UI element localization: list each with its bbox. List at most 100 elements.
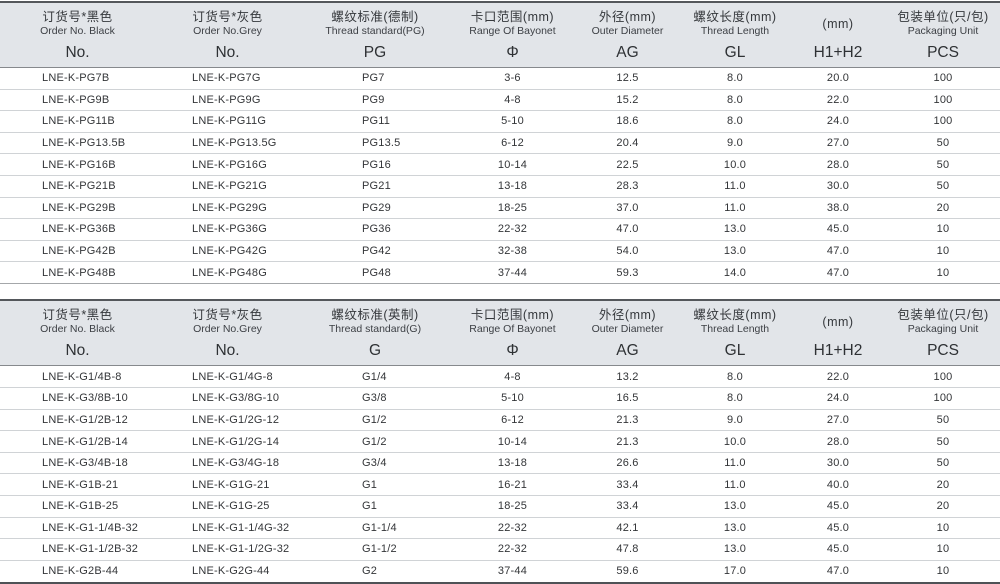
column-label-en: Thread standard(G)	[328, 323, 422, 336]
table-cell: 47.0	[790, 240, 886, 263]
table-cell: LNE-K-PG7G	[155, 67, 300, 90]
column-label-en: Outer Diameter	[591, 323, 664, 336]
table-cell: LNE-K-G3/8B-10	[0, 387, 155, 410]
table-cell: 10	[936, 266, 950, 279]
table-cell: 37-44	[497, 565, 528, 578]
column-header: 包装单位(只/包) Packaging Unit PCS	[886, 301, 1000, 367]
table-row: LNE-K-PG29B LNE-K-PG29G PG29 18-25 37.0 11.0 3…	[0, 197, 1000, 220]
column-code: Φ	[506, 44, 519, 61]
table-cell: 100	[886, 387, 1000, 410]
table-cell: LNE-K-G1/2G-14	[155, 430, 300, 453]
column-header: 外径(mm) Outer Diameter AG	[575, 301, 680, 367]
table-cell: 6-12	[450, 132, 575, 155]
table-cell: 26.6	[575, 452, 680, 475]
table-header: 订货号*黑色 Order No. Black No. 订货号*灰色 Order No.G…	[0, 301, 1000, 367]
column-label-en: Range Of Bayonet	[469, 323, 556, 336]
spec-table-grid: 订货号*黑色 Order No. Black No. 订货号*灰色 Order No.G…	[0, 3, 1000, 283]
column-label-zh: 螺纹标准(德制)	[331, 10, 419, 24]
table-cell: PG11	[300, 110, 450, 133]
table-cell: 18-25	[450, 197, 575, 220]
column-label-zh: 卡口范围(mm)	[470, 308, 555, 323]
table-cell: LNE-K-G2B-44	[42, 565, 119, 578]
table-cell: LNE-K-G1-1/2B-32	[0, 538, 155, 561]
table-cell: 24.0	[790, 387, 886, 410]
table-cell: PG21	[300, 175, 450, 198]
table-cell: 13.2	[575, 365, 680, 389]
table-cell: 54.0	[575, 240, 680, 263]
table-cell: 50	[886, 132, 1000, 155]
table-cell: 6-12	[450, 409, 575, 432]
table-cell: G1	[300, 495, 450, 518]
table-cell: 9.0	[680, 409, 790, 432]
column-header: 外径(mm) Outer Diameter AG	[575, 3, 680, 68]
table-cell: 10	[886, 218, 1000, 241]
column-header-labels: 卡口范围(mm) Range Of Bayonet	[450, 307, 575, 337]
table-body: LNE-K-G1/4B-8 LNE-K-G1/4G-8 G1/4 4-8 13.2 8.0…	[0, 365, 1000, 582]
table-cell: LNE-K-G1G-21	[155, 473, 300, 496]
column-code: Φ	[506, 342, 519, 360]
table-cell: 10	[886, 240, 1000, 263]
column-label-en: Packaging Unit	[907, 323, 979, 336]
table-cell: LNE-K-PG7B	[0, 67, 155, 90]
table-cell: 13.0	[680, 240, 790, 263]
table-cell: 45.0	[790, 218, 886, 241]
column-label-zh: 螺纹长度(mm)	[693, 10, 777, 24]
table-cell: 10	[886, 517, 1000, 540]
table-cell: 45.0	[790, 495, 886, 518]
table-cell: 100	[886, 365, 1000, 389]
column-header: (mm) H1+H2	[790, 3, 886, 68]
table-cell: 20.0	[790, 67, 886, 90]
table-cell: LNE-K-G1B-21	[0, 473, 155, 496]
table-row: LNE-K-G1/2B-12 LNE-K-G1/2G-12 G1/2 6-12 21.3…	[0, 409, 1000, 432]
column-header: 订货号*黑色 Order No. Black No.	[0, 3, 155, 68]
table-cell: 13.0	[680, 218, 790, 241]
table-cell: 22-32	[450, 218, 575, 241]
column-header: (mm) H1+H2	[790, 301, 886, 367]
table-cell: G1/2	[300, 430, 450, 453]
table-cell: 4-8	[450, 365, 575, 389]
table-cell: LNE-K-PG21G	[155, 175, 300, 198]
table-cell: 59.6	[616, 565, 639, 578]
table-cell: 100	[886, 89, 1000, 112]
table-cell: 20	[886, 495, 1000, 518]
table-cell: 13.0	[680, 495, 790, 518]
table-cell: LNE-K-G1B-25	[0, 495, 155, 518]
table-cell: 11.0	[680, 175, 790, 198]
table-cell: LNE-K-G1-1/4B-32	[0, 517, 155, 540]
column-header-labels: 螺纹长度(mm) Thread Length	[680, 9, 790, 39]
column-code: G	[368, 342, 382, 360]
column-header: 订货号*黑色 Order No. Black No.	[0, 301, 155, 367]
column-label-zh: 订货号*灰色	[192, 308, 263, 323]
table-row: LNE-K-PG42B LNE-K-PG42G PG42 32-38 54.0 13.0 4…	[0, 240, 1000, 263]
table-cell: 10.0	[680, 153, 790, 176]
column-header: 螺纹长度(mm) Thread Length GL	[680, 301, 790, 367]
table-row: LNE-K-PG48B LNE-K-PG48G PG48 37-44 59.3 14.0 4…	[0, 262, 1000, 284]
table-cell: G3/4	[300, 452, 450, 475]
table-cell: LNE-K-G1-1/4G-32	[155, 517, 300, 540]
table-cell: LNE-K-PG36B	[0, 218, 155, 241]
table-cell: 22.0	[790, 365, 886, 389]
table-row: LNE-K-PG21B LNE-K-PG21G PG21 13-18 28.3 11.0 3…	[0, 175, 1000, 198]
column-header: 包装单位(只/包) Packaging Unit PCS	[886, 3, 1000, 68]
table-cell: LNE-K-PG13.5B	[0, 132, 155, 155]
table-cell: 20	[886, 473, 1000, 496]
table-cell: 50	[886, 153, 1000, 176]
table-cell: G1/4	[300, 365, 450, 389]
column-label-zh: 卡口范围(mm)	[470, 10, 555, 24]
table-cell: 28.0	[790, 430, 886, 453]
table-cell: LNE-K-G1/4G-8	[155, 365, 300, 389]
column-header-labels: 卡口范围(mm) Range Of Bayonet	[450, 9, 575, 39]
g-spec-table: 订货号*黑色 Order No. Black No. 订货号*灰色 Order No.G…	[0, 299, 1000, 584]
column-header: 螺纹标准(英制) Thread standard(G) G	[300, 301, 450, 367]
table-cell: 21.3	[575, 430, 680, 453]
table-cell: LNE-K-G1/2G-12	[155, 409, 300, 432]
column-header-labels: 包装单位(只/包) Packaging Unit	[886, 9, 1000, 39]
table-cell: G1-1/4	[300, 517, 450, 540]
table-cell: 33.4	[575, 473, 680, 496]
table-cell: PG48	[362, 266, 391, 279]
column-code: AG	[616, 44, 639, 61]
column-label-zh: 包装单位(只/包)	[897, 308, 989, 323]
table-cell: LNE-K-G2G-44	[192, 565, 270, 578]
table-cell: 28.0	[790, 153, 886, 176]
